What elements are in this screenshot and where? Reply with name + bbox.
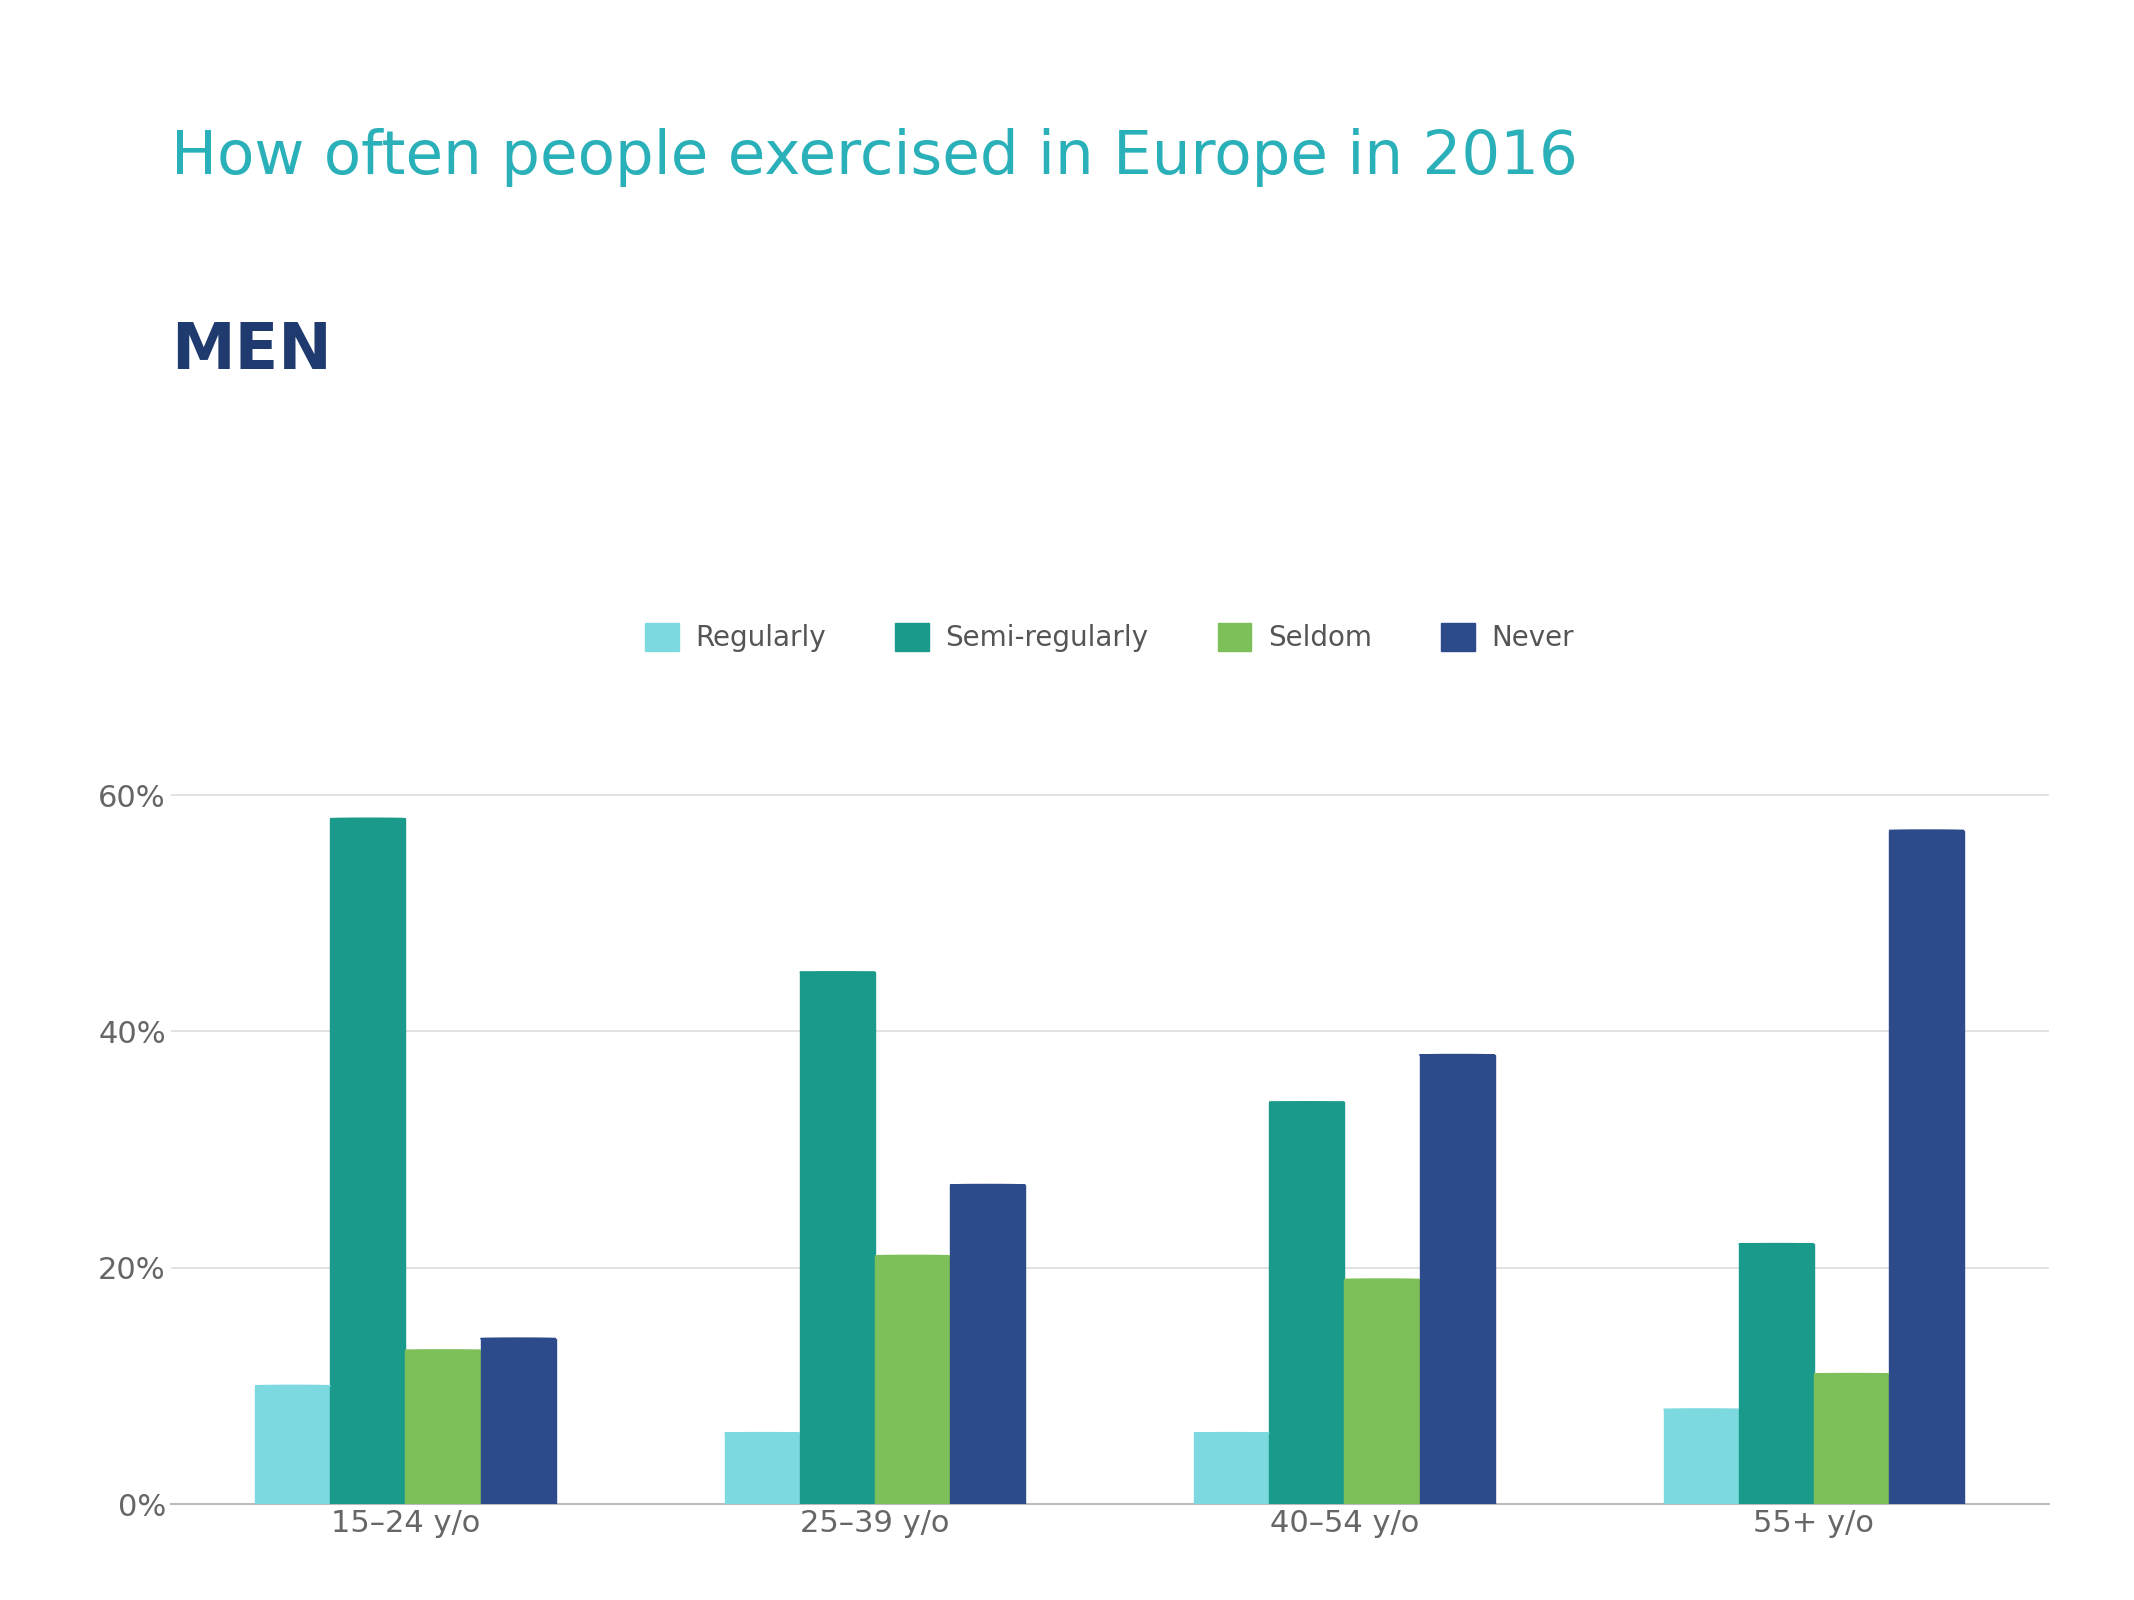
Bar <box>1344 1280 1419 1504</box>
Bar <box>480 1339 555 1504</box>
Bar <box>726 1434 800 1504</box>
Text: MEN: MEN <box>171 320 331 382</box>
Bar <box>1739 1245 1814 1504</box>
Bar <box>405 1350 480 1504</box>
Bar <box>331 819 405 1504</box>
Text: How often people exercised in Europe in 2016: How often people exercised in Europe in … <box>171 128 1577 187</box>
Bar <box>1195 1434 1270 1504</box>
Bar <box>256 1386 331 1504</box>
Bar <box>1814 1374 1889 1504</box>
Bar <box>1665 1410 1739 1504</box>
Legend: Regularly, Semi-regularly, Seldom, Never: Regularly, Semi-regularly, Seldom, Never <box>634 611 1586 664</box>
Bar <box>1889 830 1963 1504</box>
Bar <box>875 1256 950 1504</box>
Bar <box>1270 1102 1344 1504</box>
Bar <box>1419 1054 1494 1504</box>
Bar <box>800 973 875 1504</box>
Bar <box>950 1186 1024 1504</box>
